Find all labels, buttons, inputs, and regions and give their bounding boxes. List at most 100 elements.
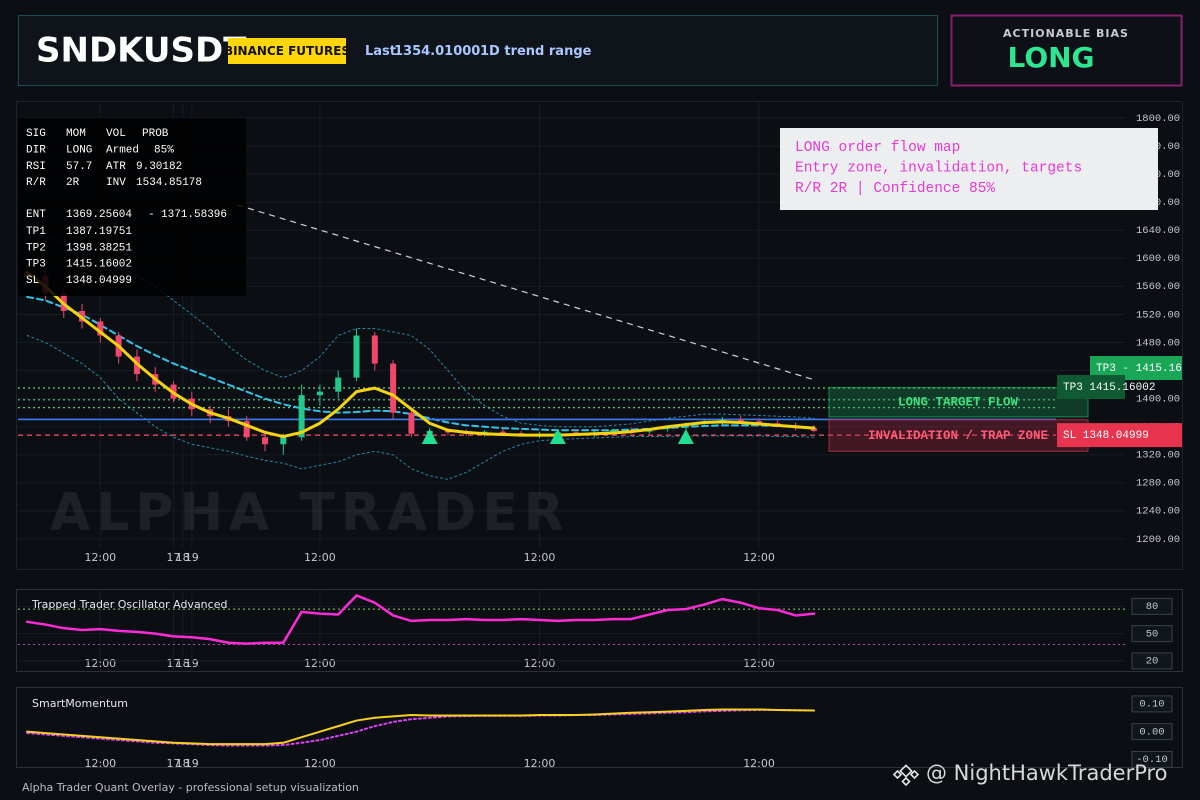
candle-body (97, 321, 104, 336)
x-tick-label: 12:00 (304, 551, 336, 564)
info-header: PROB (142, 128, 169, 140)
info-header: SIG (26, 128, 46, 140)
y-tick-box (1131, 652, 1173, 670)
x-tick-label: 19 (185, 551, 199, 564)
y-tick-box (1131, 723, 1173, 741)
candle-body (316, 391, 323, 396)
brand-logo (892, 764, 920, 787)
main-chart: 12:00 17 12:00 18 12:00 19 12:00 1200.00 1240.00… (18, 102, 1182, 564)
info-value: 1415.16002 (66, 259, 132, 271)
candle-body (335, 377, 342, 392)
bias-box (950, 14, 1183, 87)
candle-body (280, 437, 287, 445)
x-tick-label: 12:00 (524, 657, 556, 670)
overlay: SIG MOM VOL PROB DIR LONG Armed 85% RSI 57.7 ATR 9.… (18, 118, 1158, 296)
info-value: 1398.38251 (66, 242, 132, 254)
info-cell: 57.7 (66, 161, 92, 173)
y-tick-label: 1600.00 (1136, 253, 1180, 265)
note-box (780, 128, 1158, 210)
zone-label: INVALIDATION / TRAP ZONE (868, 429, 1048, 443)
header-box (18, 15, 938, 86)
info-cell: Armed (106, 144, 139, 156)
info-value: 1387.19751 (66, 226, 132, 238)
y-tick-label: 80 (1146, 601, 1159, 613)
y-tick-box (1131, 695, 1173, 713)
candle-body (353, 335, 360, 378)
y-tick-label: 1240.00 (1136, 506, 1180, 518)
y-tick-label: -0.10 (1136, 754, 1168, 766)
price-tag (1057, 423, 1182, 448)
x-tick-label: 17 (167, 551, 181, 564)
info-cell: 85% (154, 144, 174, 156)
info-label: SL (26, 275, 39, 287)
last-label: Last (365, 44, 396, 59)
info-cell: 1534.85178 (136, 177, 202, 189)
candle-body (737, 419, 744, 422)
x-tick-label: 12:00 (84, 551, 116, 564)
info-cell: LONG (66, 144, 92, 156)
y-tick-label: 50 (1146, 628, 1159, 640)
signal-marker (421, 428, 438, 444)
note-line: LONG order flow map (795, 140, 960, 156)
price-tag-label: SL 1348.04999 (1063, 430, 1149, 442)
y-tick-label: 1280.00 (1136, 478, 1180, 490)
x-tick-label: 18 (176, 551, 190, 564)
y-tick-label: 1320.00 (1136, 450, 1180, 462)
series-line (26, 708, 815, 746)
candle-body (298, 395, 305, 438)
range: 1D trend range (480, 44, 592, 59)
symbol: SNDKUSDT (36, 31, 247, 71)
y-tick-box (1131, 597, 1173, 615)
info-cell: 2R (66, 177, 80, 189)
zone (828, 386, 1089, 418)
price-tag (1057, 375, 1125, 400)
y-tick-label: 20 (1146, 656, 1159, 668)
info-label: ENT (26, 209, 46, 221)
x-tick-label: 19 (185, 757, 199, 770)
x-tick-label: 12:00 (524, 551, 556, 564)
x-tick-label: 12:00 (743, 551, 775, 564)
info-label: TP1 (26, 226, 46, 238)
note-line: Entry zone, invalidation, targets (795, 160, 1082, 176)
y-tick-label: 1480.00 (1136, 337, 1180, 349)
info-value: 1371.58396 (161, 209, 227, 221)
oscillator-chart: 12:00 17 12:00 18 12:00 19 12:00 20 50 80 Trapped … (18, 588, 1173, 672)
info-value: 1369.25604 (66, 209, 132, 221)
y-tick-label: 1400.00 (1136, 393, 1180, 405)
y-tick-label: 1200.00 (1136, 534, 1180, 546)
info-cell: DIR (26, 144, 46, 156)
momentum-chart: 12:00 17 12:00 18 12:00 19 12:00 -0.10 0.00 0.10 S… (26, 695, 1173, 770)
info-cell: RSI (26, 161, 46, 173)
note-line: R/R 2R | Confidence 85% (795, 181, 995, 197)
info-cell: R/R (26, 177, 46, 189)
info-separator: - (148, 209, 155, 221)
x-tick-label: 12:00 (304, 657, 336, 670)
momentum-panel (16, 687, 1183, 768)
candle-body (499, 431, 506, 434)
indicator-line (26, 295, 815, 432)
x-tick-label: 12:00 (304, 757, 336, 770)
info-header: VOL (106, 128, 126, 140)
signal-marker (677, 428, 694, 444)
y-tick-box (1131, 625, 1173, 643)
y-tick-label: 0.10 (1139, 699, 1164, 711)
last-price: 1354.01000 (394, 44, 480, 59)
candle-body (262, 437, 269, 445)
info-cell: 9.30182 (136, 161, 182, 173)
badge-bg (228, 38, 346, 64)
price-tag-label: TP3 1415.16002 (1063, 382, 1155, 394)
chart-watermark: ALPHA TRADER (50, 483, 570, 543)
signal-marker (549, 428, 566, 444)
indicator-line (26, 229, 815, 428)
zone (828, 419, 1089, 452)
candle-body (408, 412, 415, 434)
info-cell: ATR (106, 161, 126, 173)
info-label: TP3 (26, 259, 46, 271)
x-tick-label: 12:00 (743, 657, 775, 670)
series-line (26, 709, 815, 747)
info-label: TP2 (26, 242, 46, 254)
candle-body (390, 363, 397, 413)
watermark: @ NightHawkTraderPro (926, 761, 1168, 785)
info-value: 1348.04999 (66, 275, 132, 287)
